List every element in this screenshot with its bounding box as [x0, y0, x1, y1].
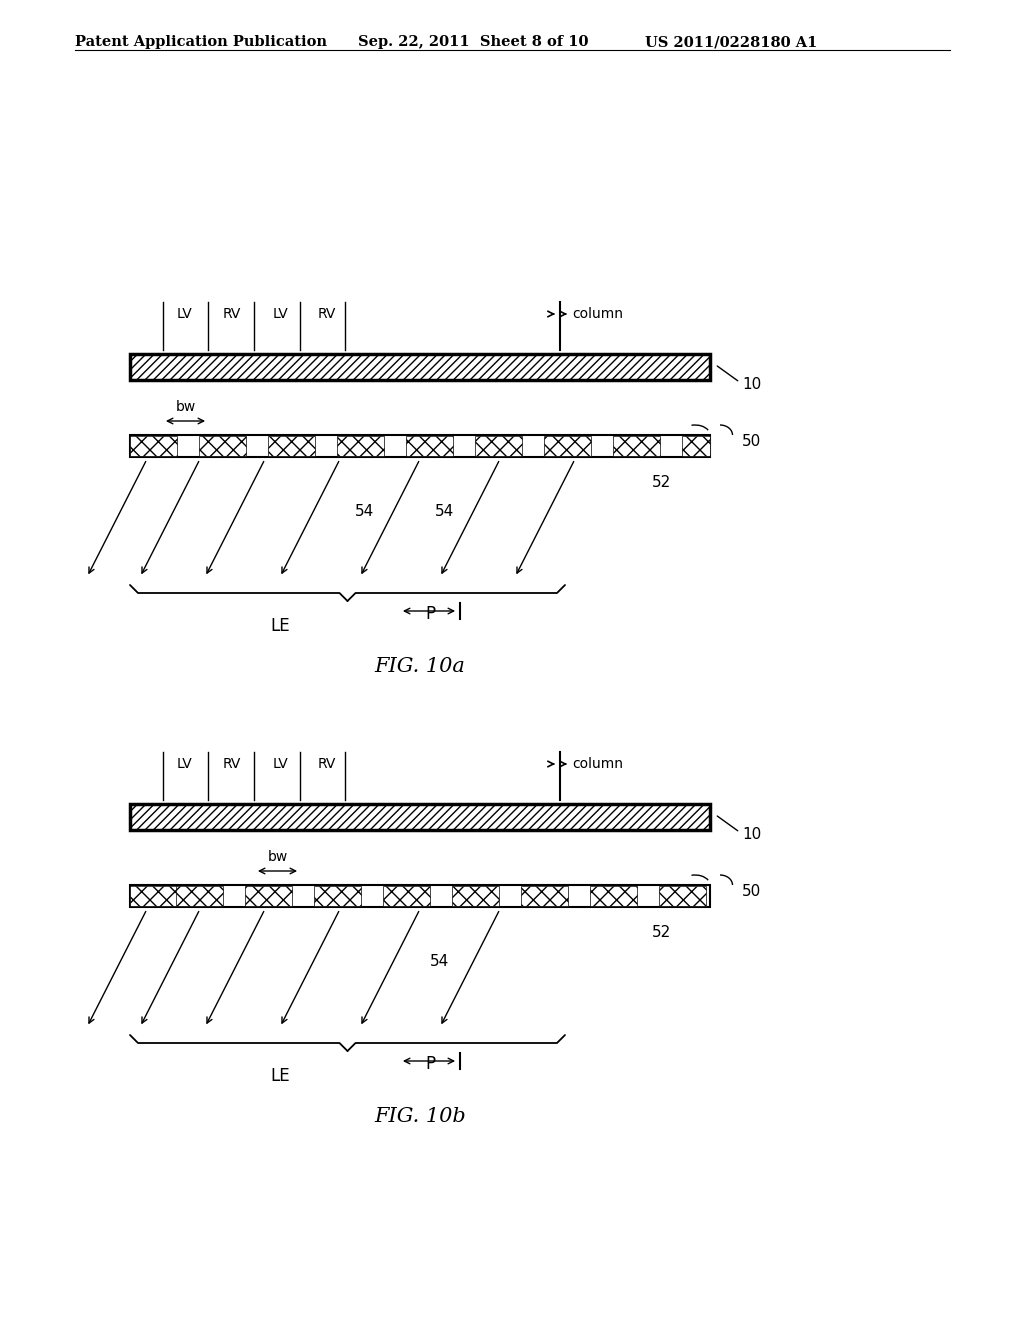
Text: LE: LE — [270, 616, 290, 635]
Text: US 2011/0228180 A1: US 2011/0228180 A1 — [645, 36, 817, 49]
Text: RV: RV — [317, 308, 336, 321]
Text: LE: LE — [270, 1067, 290, 1085]
Text: P: P — [425, 1055, 435, 1073]
Text: column: column — [572, 756, 623, 771]
Text: RV: RV — [223, 308, 242, 321]
Text: Patent Application Publication: Patent Application Publication — [75, 36, 327, 49]
Bar — [406, 436, 453, 455]
Text: RV: RV — [317, 756, 336, 771]
Text: 10: 10 — [742, 826, 761, 842]
Bar — [130, 436, 710, 457]
Text: LV: LV — [177, 308, 193, 321]
Bar — [383, 886, 430, 906]
Bar — [130, 354, 710, 380]
Bar — [475, 436, 522, 455]
Bar — [130, 436, 177, 455]
Text: 54: 54 — [355, 504, 374, 520]
Bar — [314, 886, 361, 906]
Bar — [337, 436, 384, 455]
Bar — [176, 886, 223, 906]
Text: bw: bw — [175, 400, 196, 414]
Bar — [130, 886, 177, 906]
Text: 54: 54 — [435, 504, 455, 520]
Text: RV: RV — [223, 756, 242, 771]
Text: 52: 52 — [652, 475, 672, 490]
Bar — [199, 436, 246, 455]
Text: LV: LV — [272, 308, 288, 321]
Bar — [245, 886, 292, 906]
Text: P: P — [425, 605, 435, 623]
Bar — [268, 436, 315, 455]
Text: 54: 54 — [430, 954, 450, 969]
Text: FIG. 10b: FIG. 10b — [374, 1107, 466, 1126]
Text: Sep. 22, 2011  Sheet 8 of 10: Sep. 22, 2011 Sheet 8 of 10 — [358, 36, 589, 49]
Bar — [659, 886, 706, 906]
Bar — [682, 436, 710, 455]
Text: bw: bw — [267, 850, 288, 865]
Bar — [130, 884, 710, 907]
Bar — [590, 886, 637, 906]
Bar — [544, 436, 591, 455]
Bar — [521, 886, 568, 906]
Text: LV: LV — [272, 756, 288, 771]
Text: LV: LV — [177, 756, 193, 771]
Text: FIG. 10a: FIG. 10a — [375, 657, 466, 676]
Text: 50: 50 — [742, 883, 761, 899]
Text: 50: 50 — [742, 433, 761, 449]
Text: column: column — [572, 308, 623, 321]
Text: 52: 52 — [652, 925, 672, 940]
Text: 10: 10 — [742, 378, 761, 392]
Bar — [452, 886, 499, 906]
Bar — [130, 804, 710, 830]
Bar — [613, 436, 660, 455]
